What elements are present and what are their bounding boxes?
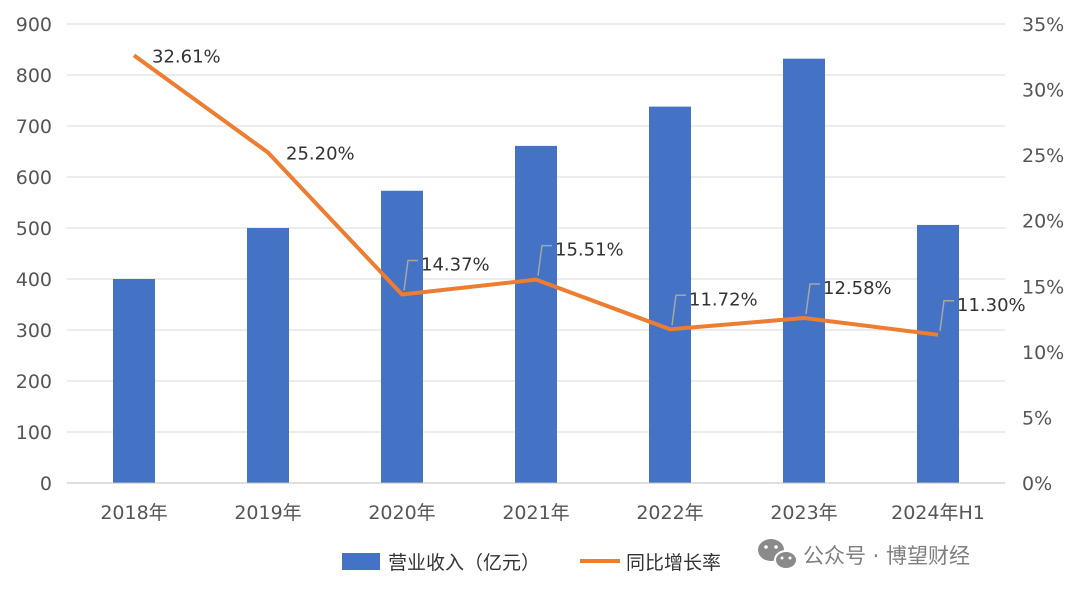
x-tick-label: 2018年 <box>100 502 167 524</box>
x-tick-label: 2024年H1 <box>891 502 985 524</box>
y-right-tick-label: 20% <box>1022 211 1064 233</box>
bar <box>381 190 423 483</box>
bar <box>515 145 557 483</box>
y-right-tick-label: 15% <box>1022 276 1064 298</box>
leader-line <box>537 244 552 276</box>
y-right-tick-label: 5% <box>1022 407 1052 429</box>
y-left-tick-label: 100 <box>16 422 52 444</box>
y-right-tick-label: 0% <box>1022 473 1052 495</box>
leader-line <box>403 259 418 291</box>
y-left-tick-label: 400 <box>16 269 52 291</box>
x-axis: 2018年 2019年 2020年 2021年 2022年 2023年 2024年H1 <box>67 482 1005 524</box>
y-left-tick-label: 800 <box>16 65 52 87</box>
x-tick-label: 2021年 <box>502 502 569 524</box>
line-data-label: 32.61% <box>152 46 221 67</box>
y-left-tick-label: 300 <box>16 320 52 342</box>
bar <box>783 58 825 484</box>
y-right-tick-label: 10% <box>1022 342 1064 364</box>
bar <box>917 224 959 483</box>
y-right-tick-label: 25% <box>1022 145 1064 167</box>
line-data-label: 14.37% <box>421 255 490 276</box>
y-left-tick-label: 600 <box>16 167 52 189</box>
bar <box>113 279 155 483</box>
legend-swatch-bar <box>342 553 380 570</box>
y-right-tick-label: 35% <box>1022 14 1064 36</box>
bar-series <box>113 58 959 484</box>
wechat-icon <box>758 539 798 570</box>
growth-line <box>132 53 939 337</box>
watermark: 公众号 · 博望财经 <box>758 539 970 570</box>
y-left-tick-label: 0 <box>40 473 52 495</box>
line-series <box>132 53 939 337</box>
line-data-label: 25.20% <box>286 144 355 165</box>
x-tick-label: 2020年 <box>368 502 435 524</box>
leader-line <box>939 300 954 331</box>
line-data-label: 11.30% <box>957 295 1026 316</box>
x-tick-label: 2019年 <box>234 502 301 524</box>
x-tick-label: 2023年 <box>770 502 837 524</box>
legend-label-line: 同比增长率 <box>626 552 721 574</box>
watermark-text: 公众号 · 博望财经 <box>803 544 970 568</box>
y-left-tick-label: 900 <box>16 14 52 36</box>
line-data-label: 11.72% <box>689 289 758 310</box>
y-axis-right: 0% 5% 10% 15% 20% 25% 30% 35% <box>1022 14 1064 495</box>
line-data-label: 12.58% <box>823 278 892 299</box>
y-left-tick-label: 700 <box>16 116 52 138</box>
x-tick-label: 2022年 <box>636 502 703 524</box>
y-left-tick-label: 200 <box>16 371 52 393</box>
leader-line <box>671 294 686 326</box>
data-labels: 32.61% 25.20% 14.37% 15.51% 11.72% 12.58% 11.3… <box>152 46 1026 315</box>
legend: 营业收入（亿元） 同比增长率 <box>342 552 721 574</box>
legend-label-bar: 营业收入（亿元） <box>388 552 540 574</box>
y-left-tick-label: 500 <box>16 218 52 240</box>
line-data-label: 15.51% <box>555 240 624 261</box>
y-axis-left: 0 100 200 300 400 500 600 700 800 900 <box>16 14 52 495</box>
leader-line <box>805 283 820 315</box>
y-right-tick-label: 30% <box>1022 80 1064 102</box>
bar <box>247 228 289 483</box>
label-leader-lines <box>403 244 954 331</box>
